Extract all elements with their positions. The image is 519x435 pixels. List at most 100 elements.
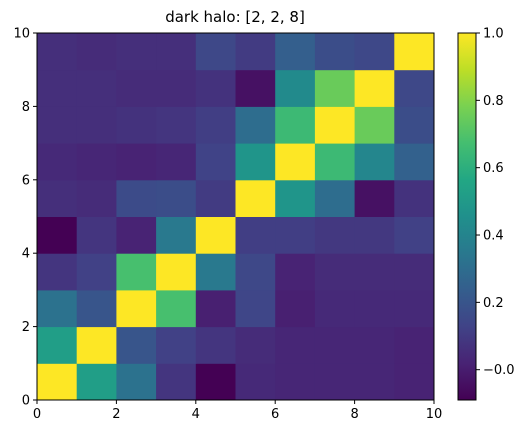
heatmap-cell-r9-c6 (275, 33, 316, 71)
colorbar-tick-label: 0.8 (483, 94, 504, 109)
heatmap-cell-r2-c6 (275, 289, 316, 328)
heatmap-cell-r7-c7 (314, 106, 356, 144)
heatmap-cell-r0-c4 (195, 363, 236, 401)
heatmap-cell-r8-c2 (116, 69, 157, 107)
heatmap-cell-r3-c9 (394, 253, 435, 291)
heatmap-cell-r0-c7 (314, 363, 356, 401)
heatmap-cell-r5-c1 (76, 179, 117, 217)
heatmap-cell-r3-c3 (156, 253, 197, 291)
heatmap-cell-r7-c5 (235, 106, 276, 144)
heatmap-cell-r2-c7 (314, 289, 356, 328)
heatmap-cell-r3-c5 (235, 253, 276, 291)
heatmap-cell-r1-c6 (275, 326, 316, 364)
heatmap-cell-r3-c2 (116, 253, 157, 291)
heatmap-cell-r4-c8 (354, 216, 395, 254)
heatmap-cell-r6-c2 (116, 143, 157, 181)
heatmap-cell-r9-c2 (116, 33, 157, 71)
y-tick-label: 4 (22, 247, 30, 262)
heatmap-cell-r4-c9 (394, 216, 435, 254)
heatmap-cell-r3-c0 (37, 253, 78, 291)
heatmap-cell-r2-c2 (116, 289, 157, 328)
heatmap-cell-r9-c4 (195, 33, 236, 71)
heatmap-cell-r4-c7 (314, 216, 356, 254)
heatmap-cell-r2-c3 (156, 289, 197, 328)
heatmap-cell-r6-c0 (37, 143, 78, 181)
heatmap-cell-r2-c5 (235, 289, 276, 328)
x-axis: 0 2 4 6 8 10 (33, 400, 442, 422)
y-tick-label: 0 (22, 394, 30, 409)
heatmap-cell-r4-c6 (275, 216, 316, 254)
heatmap-cell-r7-c6 (275, 106, 316, 144)
y-axis: 0 2 4 6 8 10 (13, 27, 37, 409)
x-tick-label: 2 (112, 407, 120, 422)
heatmap-cell-r5-c4 (195, 179, 236, 217)
heatmap-cell-r3-c8 (354, 253, 395, 291)
heatmap-cell-r1-c5 (235, 326, 276, 364)
heatmap-cell-r3-c1 (76, 253, 117, 291)
heatmap-cell-r1-c3 (156, 326, 197, 364)
heatmap-cell-r6-c7 (314, 143, 356, 181)
heatmap-cell-r8-c7 (314, 69, 356, 107)
heatmap-cell-r8-c3 (156, 69, 197, 107)
heatmap-cell-r4-c1 (76, 216, 117, 254)
heatmap-cell-r6-c5 (235, 143, 276, 181)
colorbar-tick-label: 1.0 (483, 27, 504, 42)
y-tick-label: 2 (22, 320, 30, 335)
heatmap-cell-r0-c0 (37, 363, 78, 401)
heatmap-cell-r6-c6 (275, 143, 316, 181)
heatmap-cell-r9-c1 (76, 33, 117, 71)
heatmap-cell-r1-c1 (76, 326, 117, 364)
chart-title: dark halo: [2, 2, 8] (165, 8, 305, 26)
heatmap-cell-r7-c9 (394, 106, 435, 144)
colorbar (457, 32, 477, 401)
heatmap-cell-r7-c4 (195, 106, 236, 144)
heatmap-cell-r5-c9 (394, 179, 435, 217)
heatmap-cell-r6-c8 (354, 143, 395, 181)
colorbar-ticks: −0.0 0.2 0.4 0.6 0.8 1.0 (476, 27, 515, 378)
plot-frame (36, 32, 435, 401)
heatmap-cell-r9-c0 (37, 33, 78, 71)
heatmap-cell-r1-c4 (195, 326, 236, 364)
heatmap-cell-r4-c3 (156, 216, 197, 254)
heatmap-cell-r7-c2 (116, 106, 157, 144)
heatmap-cell-r1-c8 (354, 326, 395, 364)
heatmap-cell-r0-c8 (354, 363, 395, 401)
heatmap-cell-r3-c4 (195, 253, 236, 291)
heatmap-cell-r8-c4 (195, 69, 236, 107)
x-tick-label: 6 (271, 407, 279, 422)
heatmap-cell-r7-c8 (354, 106, 395, 144)
y-tick-label: 8 (22, 100, 30, 115)
heatmap-cell-r5-c0 (37, 179, 78, 217)
heatmap-cell-r4-c5 (235, 216, 276, 254)
heatmap-cell-r0-c6 (275, 363, 316, 401)
heatmap-cell-r8-c6 (275, 69, 316, 107)
heatmap-cell-r5-c2 (116, 179, 157, 217)
heatmap-cell-r2-c4 (195, 289, 236, 328)
heatmap-cell-r8-c8 (354, 69, 395, 107)
heatmap-cell-r3-c6 (275, 253, 316, 291)
heatmap-cell-r6-c1 (76, 143, 117, 181)
heatmap-cell-r5-c6 (275, 179, 316, 217)
colorbar-tick-label: 0.6 (483, 161, 504, 176)
heatmap-cell-r5-c3 (156, 179, 197, 217)
heatmap-cell-r2-c8 (354, 289, 395, 328)
heatmap-cell-r6-c4 (195, 143, 236, 181)
heatmap-cell-r8-c0 (37, 69, 78, 107)
x-tick-label: 10 (426, 407, 443, 422)
heatmap-cell-r9-c5 (235, 33, 276, 71)
heatmap-cell-r0-c2 (116, 363, 157, 401)
heatmap-cell-r4-c2 (116, 216, 157, 254)
heatmap-cell-r7-c0 (37, 106, 78, 144)
heatmap-cell-r8-c1 (76, 69, 117, 107)
heatmap-cell-r9-c9 (394, 33, 435, 71)
x-tick-label: 4 (192, 407, 200, 422)
heatmap-cell-r0-c3 (156, 363, 197, 401)
heatmap-cell-r2-c9 (394, 289, 435, 328)
y-tick-label: 6 (22, 173, 30, 188)
heatmap-cell-r2-c1 (76, 289, 117, 328)
heatmap-cell-r7-c1 (76, 106, 117, 144)
heatmap-cell-r1-c2 (116, 326, 157, 364)
heatmap-cell-r5-c7 (314, 179, 356, 217)
heatmap-cell-r7-c3 (156, 106, 197, 144)
